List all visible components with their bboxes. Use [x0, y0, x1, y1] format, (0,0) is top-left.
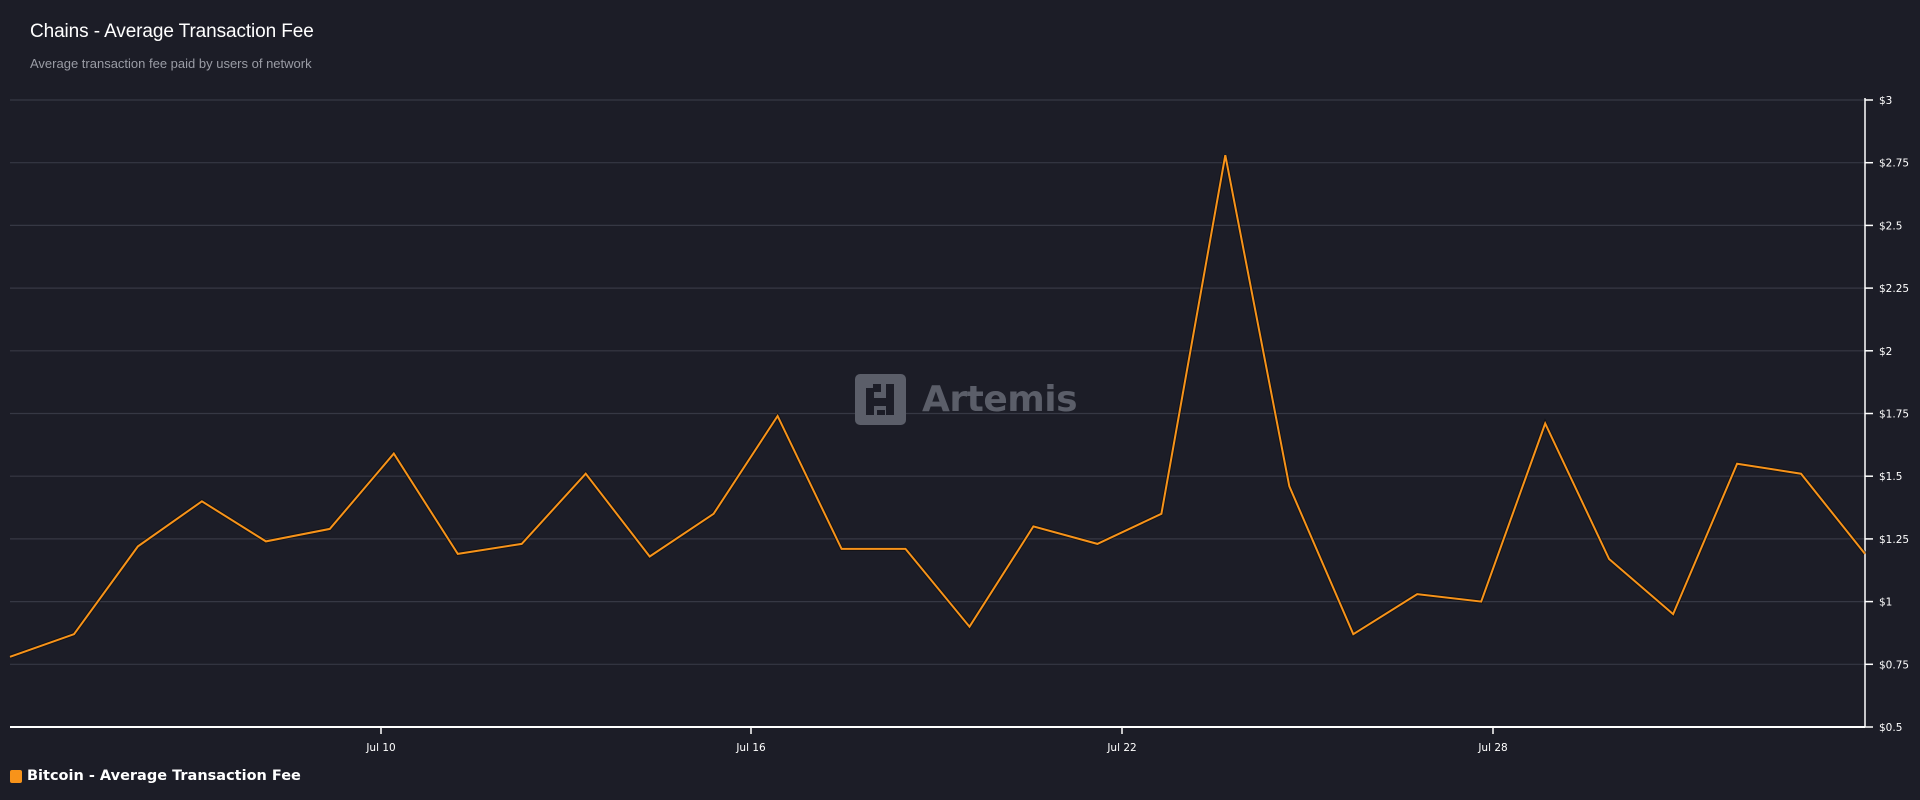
- legend-item-bitcoin[interactable]: Bitcoin - Average Transaction Fee: [10, 768, 301, 784]
- y-tick-label: $0.5: [1879, 722, 1902, 734]
- legend-swatch: [10, 769, 22, 783]
- x-axis: Jul 10 Jul 16 Jul 22 Jul 28: [10, 726, 1865, 754]
- x-tick-label: Jul 22: [1106, 742, 1136, 754]
- chart-subtitle: Average transaction fee paid by users of…: [30, 56, 312, 71]
- y-tick-label: $1: [1879, 597, 1892, 609]
- y-tick-label: $2.75: [1879, 158, 1909, 170]
- y-tick-label: $1.5: [1879, 471, 1902, 483]
- series-line[interactable]: [9, 155, 1866, 658]
- y-tick-label: $1.25: [1879, 534, 1909, 546]
- watermark-text: Artemis: [922, 378, 1078, 420]
- legend-label: Bitcoin - Average Transaction Fee: [27, 768, 301, 784]
- chart-title: Chains - Average Transaction Fee: [30, 21, 314, 42]
- x-tick-label: Jul 10: [365, 742, 395, 754]
- x-tick-label: Jul 28: [1477, 742, 1507, 754]
- artemis-logo-icon: [855, 374, 906, 425]
- series-bitcoin-line[interactable]: [9, 154, 1867, 659]
- artemis-watermark: Artemis: [855, 374, 1078, 425]
- y-tick-label: $0.75: [1879, 659, 1909, 671]
- y-tick-label: $2: [1879, 346, 1892, 358]
- y-tick-label: $3: [1879, 95, 1892, 107]
- y-tick-label: $1.75: [1879, 409, 1909, 421]
- y-tick-label: $2.25: [1879, 283, 1909, 295]
- y-axis: $0.5 $0.75 $1 $1.25 $1.5 $1.75 $2 $2.25 $2.5 $2.7…: [1864, 95, 1909, 734]
- y-tick-label: $2.5: [1879, 220, 1902, 232]
- x-tick-label: Jul 16: [735, 742, 766, 754]
- gridlines: [10, 99, 1865, 665]
